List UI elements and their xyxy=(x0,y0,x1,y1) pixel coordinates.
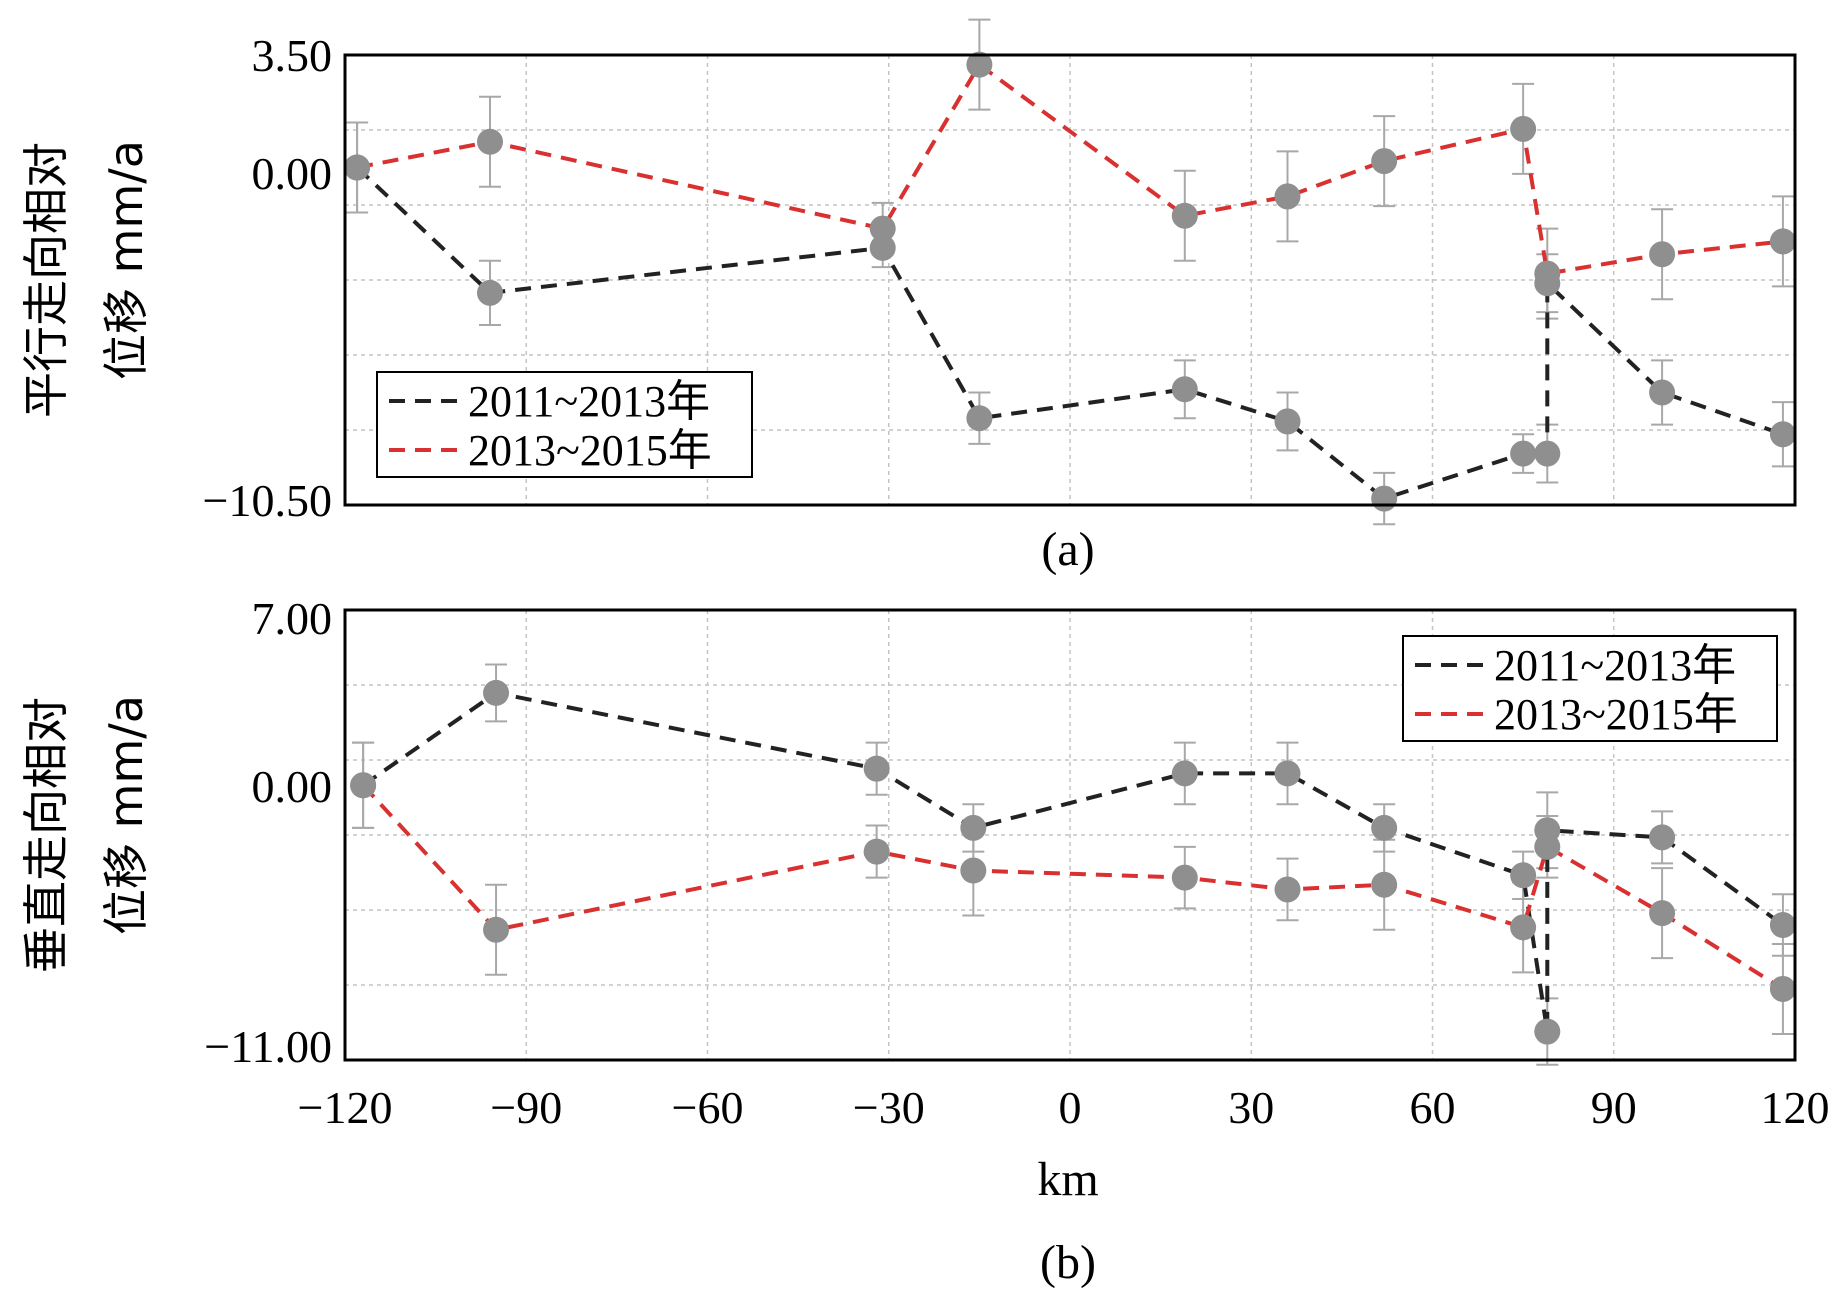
panel-b-series-2-point xyxy=(1171,864,1198,891)
panel-b-series-2-point xyxy=(483,916,510,943)
panel-b-ytick-bottom: −11.00 xyxy=(204,1021,332,1072)
panel-a-series-1-line xyxy=(355,166,1784,501)
panel-b-series-1-point xyxy=(1534,1018,1561,1045)
panel-b-series-1-line xyxy=(361,690,1785,1032)
panel-b-series-2-point xyxy=(1510,914,1537,941)
panel-b-xtick-label: −30 xyxy=(853,1082,925,1133)
panel-b-series-2-point xyxy=(960,857,987,884)
panel-a-series-1-point xyxy=(966,405,993,432)
panel-b-series-2-point xyxy=(1769,975,1796,1002)
panel-b-ylabel-line2: 位移 mm/a xyxy=(99,695,153,935)
panel-a-series-1-point xyxy=(1274,408,1301,435)
panel-b-caption: (b) xyxy=(1040,1236,1096,1289)
panel-b-legend: 2011~2013年 2013~2015年 xyxy=(1402,635,1778,742)
panel-a-series-1-point xyxy=(477,279,503,306)
panel-a-ylabel-line2: 位移 mm/a xyxy=(99,140,153,380)
panel-b-xtick-label: −120 xyxy=(298,1082,393,1133)
panel-a-series-2-line xyxy=(356,61,1784,276)
panel-b: 7.00 0.00 −11.00 垂直走向相对 位移 mm/a 2011~201… xyxy=(19,593,1830,1289)
panel-b-xtick-label: 60 xyxy=(1410,1082,1456,1133)
panel-b-series-1-point xyxy=(1510,862,1537,889)
panel-a-caption: (a) xyxy=(1041,523,1094,576)
panel-b-xtick-label: 120 xyxy=(1761,1082,1830,1133)
panel-b-errorbars xyxy=(352,663,1794,1066)
panel-b-series-1-point xyxy=(1274,760,1301,787)
panel-a-series-2-point xyxy=(1510,115,1537,142)
panel-a-series-1-point xyxy=(1534,440,1561,467)
panel-b-series-1-point xyxy=(960,814,987,841)
panel-a-ytick-top: 3.50 xyxy=(252,30,333,81)
panel-b-series-2-point xyxy=(350,772,377,799)
panel-a-frame xyxy=(343,53,1797,507)
panel-b-legend-box xyxy=(1402,635,1778,742)
panel-a-legend-box xyxy=(376,371,753,478)
panel-a-series-2-point xyxy=(1274,183,1301,210)
panel-a-series-2-point xyxy=(1769,228,1796,255)
panel-a-series-2-point xyxy=(1371,148,1398,175)
panel-b-series-1-point xyxy=(1371,814,1398,841)
panel-b-series-2-point xyxy=(1274,876,1301,903)
panel-a-ytick-bottom: −10.50 xyxy=(203,475,332,526)
panel-b-xtick-label: −90 xyxy=(490,1082,562,1133)
panel-b-ytick-zero: 0.00 xyxy=(252,761,333,812)
panel-a-legend: 2011~2013年 2013~2015年 xyxy=(376,371,753,478)
panel-b-xtick-label: 0 xyxy=(1059,1082,1082,1133)
panel-b-series-2-point xyxy=(1649,900,1676,927)
panel-a-series-2-point xyxy=(1649,241,1676,268)
panel-a-ylabel-line1: 平行走向相对 xyxy=(19,142,73,418)
panel-a-series-2-point xyxy=(1171,202,1198,229)
panel-a-points xyxy=(344,51,1796,512)
panel-b-xtick-label: 90 xyxy=(1591,1082,1637,1133)
panel-a: 3.50 0.00 −10.50 平行走向相对 位移 mm/a 2011~201… xyxy=(19,18,1797,576)
panel-b-series-1-point xyxy=(483,679,510,706)
panel-b-series-1-point xyxy=(863,755,890,782)
panel-a-series-1-point xyxy=(1510,440,1537,467)
panel-a-series-2-point xyxy=(477,128,503,155)
panel-a-ytick-zero: 0.00 xyxy=(252,148,333,199)
panel-a-lines xyxy=(355,61,1784,501)
panel-b-series-2-line xyxy=(361,783,1784,991)
panel-a-errorbars xyxy=(346,18,1794,526)
panel-b-ytick-top: 7.00 xyxy=(252,593,333,644)
panel-a-legend-label-1: 2011~2013年 xyxy=(468,377,710,426)
panel-b-xtick-label: 30 xyxy=(1228,1082,1274,1133)
panel-b-lines xyxy=(361,690,1785,1032)
panel-a-series-1-point xyxy=(869,234,896,261)
panel-a-series-2-point xyxy=(344,154,371,181)
panel-b-series-2-point xyxy=(1371,871,1398,898)
panel-b-legend-label-1: 2011~2013年 xyxy=(1494,641,1736,690)
panel-a-series-1-point xyxy=(1371,485,1398,512)
panel-b-series-1-point xyxy=(1171,760,1198,787)
panel-b-xlabel: km xyxy=(1037,1153,1098,1206)
panel-a-series-2-point xyxy=(869,215,896,242)
panel-a-series-1-point xyxy=(1171,376,1198,403)
panel-a-series-1-point xyxy=(1769,421,1796,448)
panel-b-points xyxy=(350,679,1796,1045)
panel-b-series-2-point xyxy=(863,838,890,865)
panel-b-frame xyxy=(343,608,1797,1062)
panel-a-series-2-point xyxy=(966,51,993,78)
panel-b-series-1-point xyxy=(1649,824,1676,851)
panel-b-xticks: −120 −90 −60 −30 0 30 60 90 120 xyxy=(298,1082,1830,1133)
panel-b-xtick-label: −60 xyxy=(672,1082,744,1133)
panel-b-ylabel-line1: 垂直走向相对 xyxy=(19,697,73,973)
panel-a-series-1-point xyxy=(1649,379,1676,406)
panel-b-series-1-point xyxy=(1769,912,1796,938)
panel-b-series-2-point xyxy=(1534,833,1561,860)
panel-b-legend-label-2: 2013~2015年 xyxy=(1494,690,1738,739)
panel-a-series-2-point xyxy=(1534,260,1561,287)
panel-a-legend-label-2: 2013~2015年 xyxy=(468,426,712,475)
